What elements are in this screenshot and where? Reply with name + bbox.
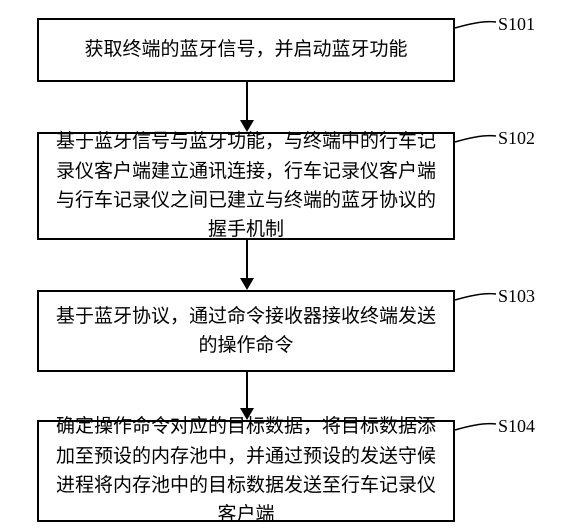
arrow-s101-s102 <box>246 82 248 132</box>
flow-node-s102: 基于蓝牙信号与蓝牙功能，与终端中的行车记录仪客户端建立通讯连接，行车记录仪客户端… <box>37 132 455 240</box>
step-label-s102: S102 <box>498 128 535 149</box>
flow-node-text: 基于蓝牙信号与蓝牙功能，与终端中的行车记录仪客户端建立通讯连接，行车记录仪客户端… <box>53 127 439 245</box>
flow-node-text: 确定操作命令对应的目标数据，将目标数据添加至预设的内存池中，并通过预设的发送守候… <box>53 412 439 530</box>
flow-node-s104: 确定操作命令对应的目标数据，将目标数据添加至预设的内存池中，并通过预设的发送守候… <box>37 420 455 522</box>
step-label-s101: S101 <box>498 14 535 35</box>
step-label-s104: S104 <box>498 416 535 437</box>
arrow-s102-s103 <box>246 240 248 290</box>
flow-node-text: 获取终端的蓝牙信号，并启动蓝牙功能 <box>84 35 407 64</box>
arrow-s103-s104 <box>246 372 248 420</box>
step-label-s103: S103 <box>498 286 535 307</box>
flow-node-s103: 基于蓝牙协议，通过命令接收器接收终端发送的操作命令 <box>37 290 455 372</box>
flowchart-canvas: 获取终端的蓝牙信号，并启动蓝牙功能 S101 基于蓝牙信号与蓝牙功能，与终端中的行车… <box>0 0 566 527</box>
flow-node-s101: 获取终端的蓝牙信号，并启动蓝牙功能 <box>37 18 455 82</box>
flow-node-text: 基于蓝牙协议，通过命令接收器接收终端发送的操作命令 <box>53 302 439 361</box>
